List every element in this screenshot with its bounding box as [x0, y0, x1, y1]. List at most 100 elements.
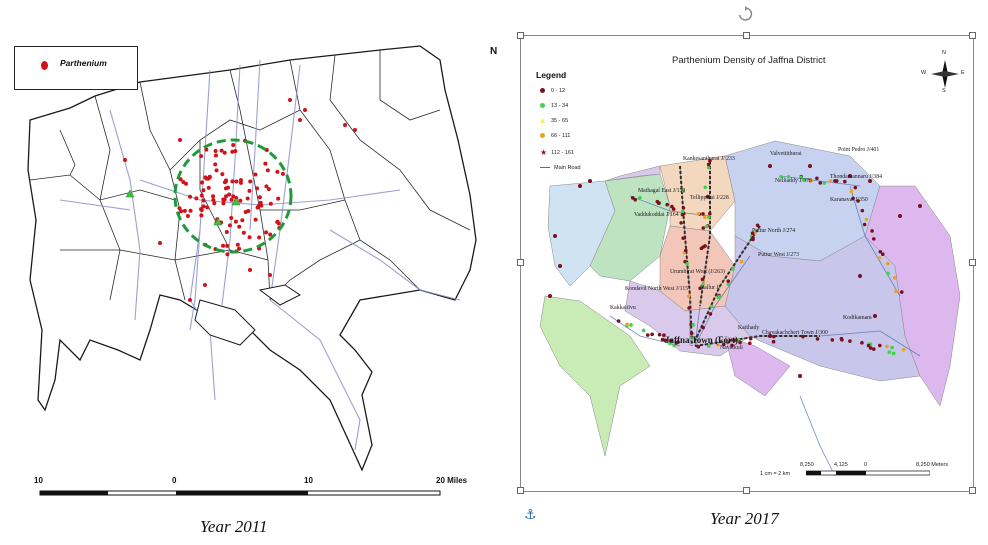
- legend-2011: Parthenium: [14, 46, 138, 90]
- point-marker: [696, 212, 701, 216]
- place-label: Thondamannaru J/384: [830, 174, 882, 180]
- scale-note: 1 cm = 2 km: [760, 471, 791, 477]
- point-marker: [227, 192, 232, 197]
- point-marker: [238, 198, 243, 203]
- point-marker: [657, 332, 662, 337]
- legend-item-label: 0 - 12: [551, 88, 566, 94]
- zone-northwest-purple: [604, 165, 661, 182]
- point-marker: [886, 261, 890, 266]
- point-marker: [701, 212, 705, 216]
- point-marker: [738, 340, 742, 345]
- point-marker: [203, 283, 207, 287]
- point-marker: [247, 235, 252, 240]
- scale-bar-2017: [806, 470, 930, 476]
- point-marker: [801, 334, 805, 339]
- point-marker: [862, 222, 867, 227]
- resize-handle[interactable]: [969, 32, 976, 39]
- point-marker: [213, 162, 218, 167]
- point-marker: [243, 210, 248, 215]
- point-marker: [848, 339, 852, 343]
- place-label: Kodikamam: [843, 315, 872, 321]
- point-marker: [689, 331, 694, 336]
- point-marker: [890, 345, 894, 350]
- point-marker: [702, 215, 707, 220]
- point-marker: [663, 338, 668, 343]
- resize-handle[interactable]: [969, 259, 976, 266]
- resize-handle[interactable]: [517, 32, 524, 39]
- point-marker: [223, 186, 228, 191]
- point-marker: [808, 164, 812, 168]
- map-2011-canvas: [27, 45, 477, 496]
- point-marker: [918, 204, 922, 208]
- point-marker: [704, 224, 709, 229]
- resize-handle[interactable]: [969, 487, 976, 494]
- point-marker: [224, 194, 229, 199]
- resize-handle[interactable]: [743, 487, 750, 494]
- point-marker: [641, 328, 646, 333]
- point-marker: [843, 179, 847, 184]
- point-marker: [818, 181, 823, 185]
- point-marker: [870, 229, 874, 233]
- point-marker: [238, 178, 243, 183]
- place-label: Puttur North J/274: [752, 228, 796, 234]
- point-marker: [708, 158, 712, 163]
- point-marker: [700, 277, 705, 282]
- rotate-handle-icon[interactable]: [737, 6, 753, 22]
- point-marker: [188, 298, 192, 302]
- point-marker: [263, 161, 268, 166]
- point-marker: [679, 221, 683, 225]
- place-label: Kankesanthurai J/ 233: [683, 156, 735, 162]
- point-marker: [265, 168, 270, 173]
- point-marker: [222, 197, 227, 202]
- anchor-icon[interactable]: ⚓: [524, 506, 537, 522]
- point-marker: [298, 118, 302, 122]
- point-marker: [225, 252, 230, 257]
- point-marker: [205, 205, 210, 210]
- place-label: Nallur J/: [700, 285, 721, 291]
- point-marker: [680, 209, 685, 214]
- caption-2011: Year 2011: [200, 517, 268, 536]
- point-marker: [158, 241, 162, 245]
- point-marker: [878, 249, 883, 254]
- point-marker: [851, 196, 855, 201]
- point-marker: [873, 314, 877, 318]
- point-marker: [698, 286, 702, 291]
- point-marker: [681, 206, 686, 210]
- resize-handle[interactable]: [517, 487, 524, 494]
- point-marker: [275, 169, 280, 174]
- point-marker: [199, 154, 204, 159]
- point-marker: [834, 179, 839, 183]
- legend-item-label: 13 - 34: [551, 103, 569, 109]
- point-marker: [887, 350, 892, 354]
- point-marker: [809, 178, 814, 183]
- resize-handle[interactable]: [743, 32, 750, 39]
- point-marker: [266, 187, 271, 192]
- triangle-icon: [540, 118, 545, 124]
- point-marker: [237, 246, 242, 251]
- point-marker: [705, 194, 710, 199]
- place-label: Valvettithurai: [770, 151, 802, 157]
- point-marker: [853, 185, 858, 190]
- map-2017-canvas: [539, 140, 961, 477]
- point-marker: [264, 184, 269, 189]
- point-marker: [799, 175, 803, 180]
- point-marker: [860, 341, 864, 345]
- island: [194, 299, 256, 346]
- point-marker: [871, 347, 876, 351]
- point-marker: [558, 264, 562, 268]
- island: [258, 284, 301, 306]
- point-marker: [856, 199, 860, 203]
- point-marker: [257, 235, 262, 240]
- scale-label: 10: [304, 476, 313, 485]
- point-marker: [894, 289, 898, 294]
- point-marker: [877, 256, 882, 260]
- point-marker: [668, 338, 673, 343]
- point-marker: [553, 234, 557, 238]
- point-marker: [755, 223, 760, 228]
- resize-handle[interactable]: [517, 259, 524, 266]
- circle-icon: [540, 88, 545, 94]
- point-marker: [703, 244, 707, 248]
- place-label: Kakkaitivu: [610, 305, 636, 311]
- point-marker: [901, 347, 906, 352]
- point-marker: [199, 208, 204, 213]
